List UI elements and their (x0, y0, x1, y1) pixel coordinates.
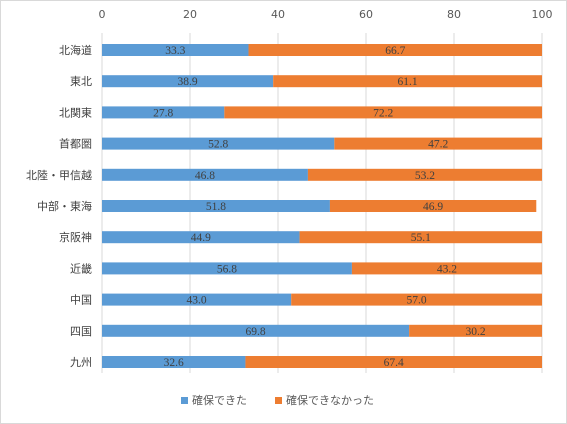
legend-label: 確保できなかった (286, 393, 374, 407)
bar-secured (102, 231, 300, 244)
bar-secured (102, 44, 249, 56)
data-label: 46.9 (423, 201, 443, 213)
category-label: 近畿 (70, 261, 92, 275)
category-label: 北海道 (59, 43, 92, 57)
category-label: 中部・東海 (37, 199, 92, 213)
data-label: 38.9 (178, 76, 198, 88)
bar-not-secured (248, 44, 542, 56)
data-label: 33.3 (165, 45, 185, 57)
data-label: 46.8 (195, 170, 215, 182)
bar-secured (102, 324, 410, 337)
data-label: 61.1 (398, 76, 418, 88)
data-label: 56.8 (217, 263, 237, 275)
x-tick-label: 0 (99, 8, 106, 21)
bar-secured (102, 262, 352, 275)
category-label: 九州 (70, 356, 92, 369)
data-label: 47.2 (428, 139, 448, 151)
bar-secured (102, 106, 225, 119)
bar-not-secured (351, 262, 542, 275)
bar-not-secured (245, 356, 542, 368)
legend-swatch (181, 397, 188, 404)
x-tick-label: 60 (359, 8, 373, 21)
category-label: 四国 (70, 325, 92, 338)
x-tick-label: 100 (532, 8, 553, 21)
data-label: 27.8 (153, 107, 173, 119)
category-label: 北関東 (59, 106, 92, 119)
data-label: 43.0 (187, 295, 207, 307)
bar-not-secured (273, 75, 542, 88)
bar-secured (102, 356, 246, 368)
data-label: 51.8 (206, 201, 226, 213)
bar-not-secured (291, 293, 542, 306)
x-tick-label: 40 (271, 8, 285, 21)
x-tick-label: 80 (447, 8, 461, 21)
bar-secured (102, 293, 292, 306)
legend-label: 確保できた (192, 393, 247, 407)
bar-not-secured (409, 324, 542, 337)
data-label: 66.7 (385, 45, 405, 57)
data-label: 55.1 (411, 232, 431, 244)
category-label: 京阪神 (59, 230, 92, 244)
bar-not-secured (329, 200, 537, 212)
bar-not-secured (334, 137, 542, 150)
data-label: 53.2 (415, 170, 435, 182)
legend-swatch (275, 397, 282, 404)
data-label: 67.4 (384, 357, 404, 369)
data-label: 57.0 (407, 295, 427, 307)
data-label: 30.2 (465, 326, 485, 338)
bar-secured (102, 75, 274, 88)
data-label: 32.6 (164, 357, 184, 369)
data-label: 43.2 (437, 263, 457, 275)
category-label: 首都圏 (59, 137, 92, 151)
bar-secured (102, 137, 335, 150)
category-label: 東北 (70, 75, 92, 88)
bar-not-secured (299, 231, 542, 244)
data-label: 69.8 (245, 326, 265, 338)
bar-not-secured (224, 106, 542, 119)
bar-secured (102, 200, 330, 212)
data-label: 52.8 (208, 139, 228, 151)
bar-not-secured (307, 168, 542, 181)
category-label: 中国 (70, 294, 92, 307)
data-label: 72.2 (373, 107, 393, 119)
bar-secured (102, 168, 308, 181)
category-label: 北陸・甲信越 (26, 168, 92, 182)
x-tick-label: 20 (183, 8, 197, 21)
data-label: 44.9 (191, 232, 211, 244)
